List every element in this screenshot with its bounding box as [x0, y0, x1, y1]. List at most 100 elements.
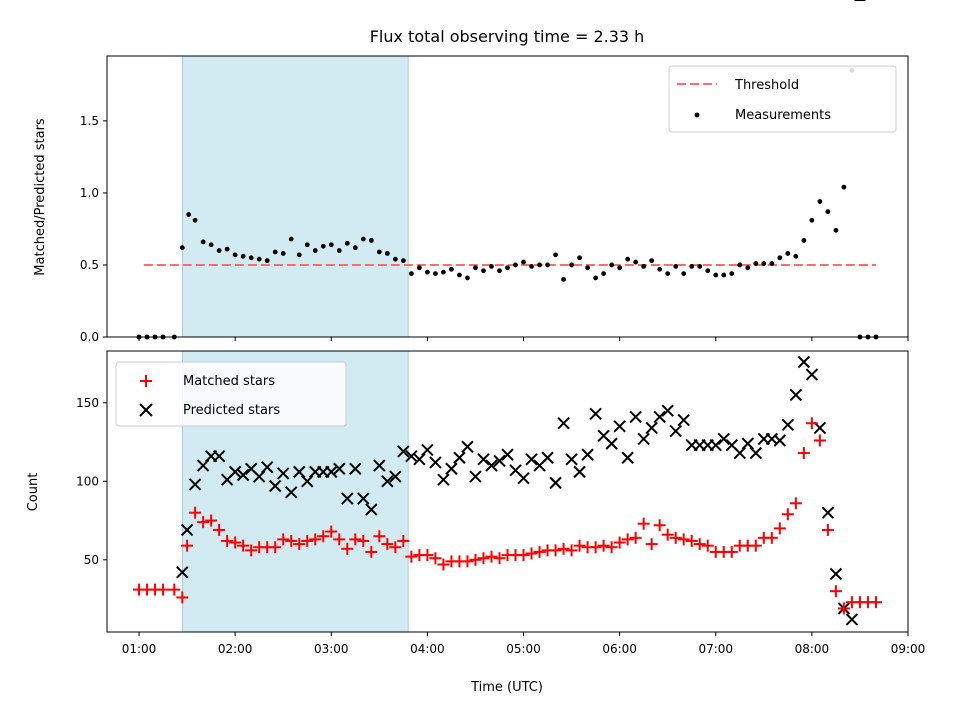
- matched-star-marker: [797, 447, 810, 460]
- measurement-point: [232, 252, 238, 258]
- matched-star-marker: [645, 538, 658, 551]
- predicted-star-marker: [341, 492, 354, 505]
- predicted-star-marker: [477, 453, 490, 466]
- measurement-point: [593, 275, 599, 281]
- predicted-star-marker: [176, 566, 189, 579]
- measurement-point: [425, 269, 430, 275]
- bottom-legend: Matched stars Predicted stars: [115, 361, 347, 427]
- measurement-point: [569, 262, 574, 268]
- predicted-star-marker: [805, 368, 819, 381]
- matched-star-marker: [176, 591, 189, 604]
- bottom-y-axis-label: Count: [26, 473, 41, 512]
- chart-title: Flux total observing time = 2.33 h: [370, 27, 645, 46]
- measurement-point: [272, 249, 278, 255]
- measurement-point: [641, 263, 647, 269]
- top-y-tick-label: 1.0: [80, 186, 99, 200]
- measurement-point: [441, 269, 446, 275]
- predicted-star-marker: [260, 460, 274, 474]
- predicted-star-marker: [581, 448, 594, 461]
- measurement-point: [713, 272, 719, 278]
- predicted-star-marker: [405, 449, 418, 463]
- matched-star-marker: [557, 542, 570, 555]
- measurement-point: [601, 271, 607, 276]
- predicted-star-marker: [637, 432, 650, 446]
- measurement-point: [729, 271, 735, 276]
- predicted-star-marker: [717, 432, 730, 446]
- matched-star-marker: [285, 534, 298, 547]
- predicted-star-marker: [277, 467, 290, 480]
- matched-star-marker: [373, 530, 386, 543]
- matched-star-marker: [221, 534, 234, 547]
- measurement-point: [400, 258, 406, 264]
- top-plot-frame: [106, 55, 909, 338]
- matched-star-marker: [621, 533, 634, 546]
- measurement-point: [769, 261, 775, 266]
- predicted-star-marker: [709, 438, 722, 452]
- x-tick-label: 04:00: [410, 642, 445, 656]
- measurement-point: [809, 217, 815, 223]
- predicted-star-marker: [677, 413, 690, 427]
- matched-star-marker: [525, 547, 538, 560]
- measurement-point: [376, 249, 382, 255]
- matched-star-marker: [637, 517, 650, 530]
- matched-star-marker: [749, 539, 762, 552]
- matched-star-marker: [317, 530, 330, 543]
- matched-star-marker: [789, 497, 802, 510]
- matched-star-marker: [613, 536, 626, 549]
- top-legend-box: [668, 65, 897, 133]
- measurement-point: [179, 245, 185, 251]
- matched-star-marker: [197, 516, 210, 529]
- measurement-point: [617, 265, 623, 271]
- measurement-point: [521, 259, 526, 265]
- measurement-point: [817, 199, 823, 204]
- measurement-point: [833, 227, 839, 233]
- measurement-point: [761, 261, 767, 266]
- matched-star-marker: [269, 541, 282, 554]
- measurement-point: [777, 255, 783, 261]
- predicted-star-marker: [557, 417, 570, 430]
- predicted-star-marker: [789, 388, 803, 402]
- predicted-star-marker: [445, 462, 458, 475]
- x-tick-label: 03:00: [314, 642, 349, 656]
- predicted-star-marker: [180, 523, 194, 537]
- bottom-plot-frame: [106, 350, 909, 633]
- matched-star-marker: [677, 533, 690, 546]
- measurement-point: [697, 263, 703, 269]
- predicted-star-marker: [228, 465, 242, 479]
- measurement-point: [561, 276, 566, 282]
- top-y-tick-label: 0.5: [80, 258, 99, 272]
- measurement-point: [737, 262, 743, 268]
- top-observing-span: [181, 55, 409, 338]
- matched-star-marker: [533, 545, 546, 558]
- top-y-tick-label: 1.5: [80, 114, 99, 128]
- matched-star-marker: [365, 545, 378, 558]
- predicted-star-marker: [773, 434, 787, 447]
- measurement-point: [280, 251, 286, 256]
- measurement-point: [240, 253, 246, 259]
- legend-matched-swatch: [140, 375, 152, 387]
- predicted-star-marker: [437, 473, 450, 486]
- x-axis-label: Time (UTC): [470, 680, 543, 695]
- predicted-star-marker: [357, 492, 370, 505]
- predicted-star-marker: [541, 451, 554, 464]
- measurement-point: [841, 184, 847, 190]
- bottom-legend-box: [115, 361, 347, 427]
- matched-star-marker: [341, 542, 354, 555]
- top-y-axis-label: Matched/Predicted stars: [33, 118, 48, 276]
- predicted-star-marker: [485, 459, 498, 472]
- matched-star-marker: [389, 541, 402, 554]
- matched-star-marker: [805, 417, 818, 430]
- measurement-point: [384, 251, 390, 256]
- measurement-point: [344, 240, 350, 246]
- x-tick-label: 05:00: [506, 642, 541, 656]
- predicted-star-marker: [829, 567, 843, 581]
- predicted-star-marker: [397, 445, 410, 458]
- top-x-ticks: [138, 337, 909, 341]
- bottom-x-ticks: 01:00 02:00 03:00 04:00 05:00 06:00 07:00 08:00…: [122, 632, 925, 656]
- predicted-star-marker: [797, 355, 811, 369]
- matched-star-marker: [701, 539, 714, 552]
- bottom-y-tick-label: 100: [76, 474, 99, 488]
- measurement-point: [825, 209, 831, 215]
- predicted-star-marker: [621, 451, 634, 464]
- measurement-point: [320, 243, 326, 249]
